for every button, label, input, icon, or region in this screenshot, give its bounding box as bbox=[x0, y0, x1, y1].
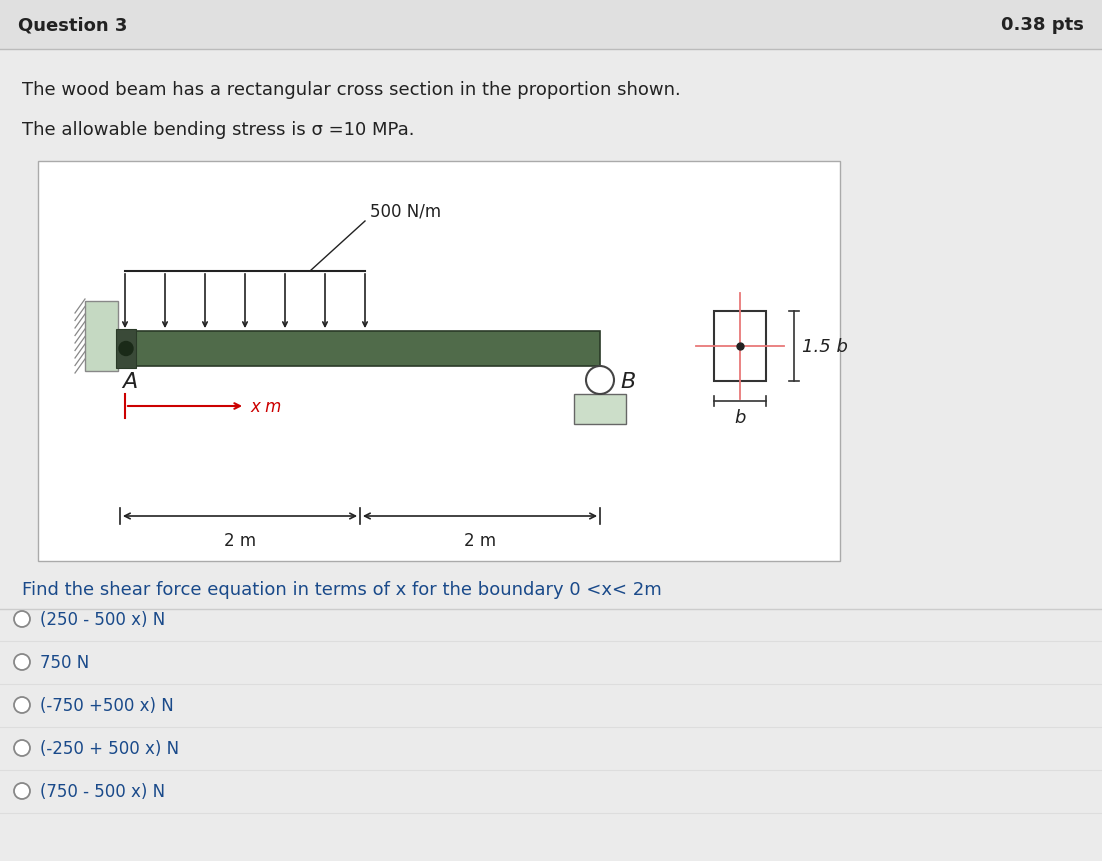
Text: Question 3: Question 3 bbox=[18, 16, 128, 34]
Text: 2 m: 2 m bbox=[224, 531, 256, 549]
Text: The wood beam has a rectangular cross section in the proportion shown.: The wood beam has a rectangular cross se… bbox=[22, 81, 681, 99]
Text: The allowable bending stress is σ =10 MPa.: The allowable bending stress is σ =10 MP… bbox=[22, 121, 414, 139]
Circle shape bbox=[119, 342, 133, 356]
Bar bbox=[120, 331, 599, 367]
Text: x m: x m bbox=[250, 398, 281, 416]
Bar bbox=[714, 312, 766, 381]
Text: (250 - 500 x) N: (250 - 500 x) N bbox=[40, 610, 165, 629]
Circle shape bbox=[586, 367, 614, 394]
Text: b: b bbox=[734, 408, 746, 426]
Text: 500 N/m: 500 N/m bbox=[370, 201, 441, 220]
Circle shape bbox=[14, 697, 30, 713]
Text: (-250 + 500 x) N: (-250 + 500 x) N bbox=[40, 739, 180, 757]
Text: A: A bbox=[122, 372, 138, 392]
Bar bbox=[116, 330, 136, 369]
Bar bbox=[0, 0, 1102, 50]
Text: (750 - 500 x) N: (750 - 500 x) N bbox=[40, 782, 165, 800]
Circle shape bbox=[14, 784, 30, 799]
Bar bbox=[574, 394, 626, 424]
Text: 750 N: 750 N bbox=[40, 653, 89, 672]
Text: Find the shear force equation in terms of x for the boundary 0 <x< 2m: Find the shear force equation in terms o… bbox=[22, 580, 661, 598]
Circle shape bbox=[14, 740, 30, 756]
Circle shape bbox=[14, 654, 30, 670]
Bar bbox=[37, 162, 840, 561]
Text: 0.38 pts: 0.38 pts bbox=[1001, 16, 1084, 34]
Text: (-750 +500 x) N: (-750 +500 x) N bbox=[40, 697, 174, 714]
Text: 1.5 b: 1.5 b bbox=[802, 338, 847, 356]
Bar bbox=[85, 301, 118, 372]
Text: 2 m: 2 m bbox=[464, 531, 496, 549]
Circle shape bbox=[14, 611, 30, 628]
Text: B: B bbox=[620, 372, 635, 392]
